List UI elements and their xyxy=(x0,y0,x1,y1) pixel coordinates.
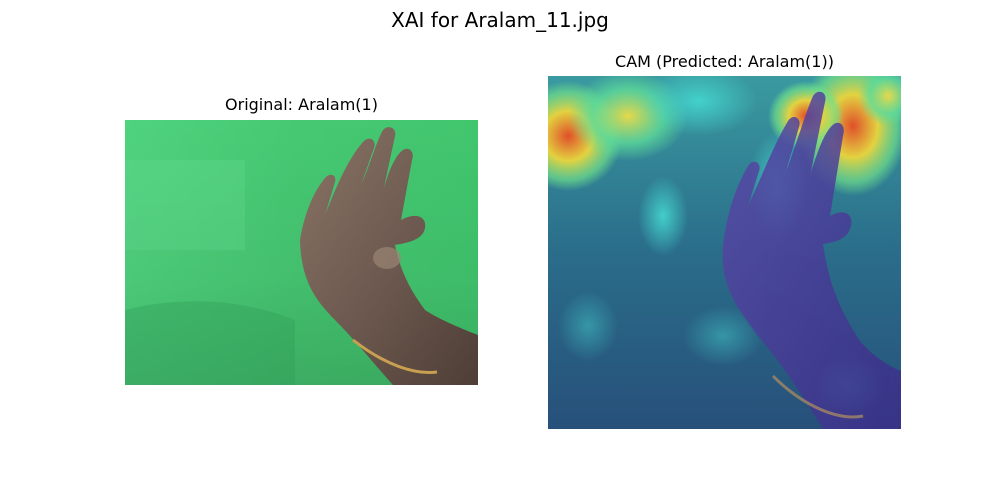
hand-shape xyxy=(300,127,478,385)
cam-panel-title: CAM (Predicted: Aralam(1)) xyxy=(615,52,834,71)
original-image xyxy=(125,120,478,385)
hand-overlay xyxy=(722,91,901,429)
original-panel-title: Original: Aralam(1) xyxy=(225,95,378,114)
figure-title: XAI for Aralam_11.jpg xyxy=(391,8,609,32)
cam-image xyxy=(548,76,901,429)
